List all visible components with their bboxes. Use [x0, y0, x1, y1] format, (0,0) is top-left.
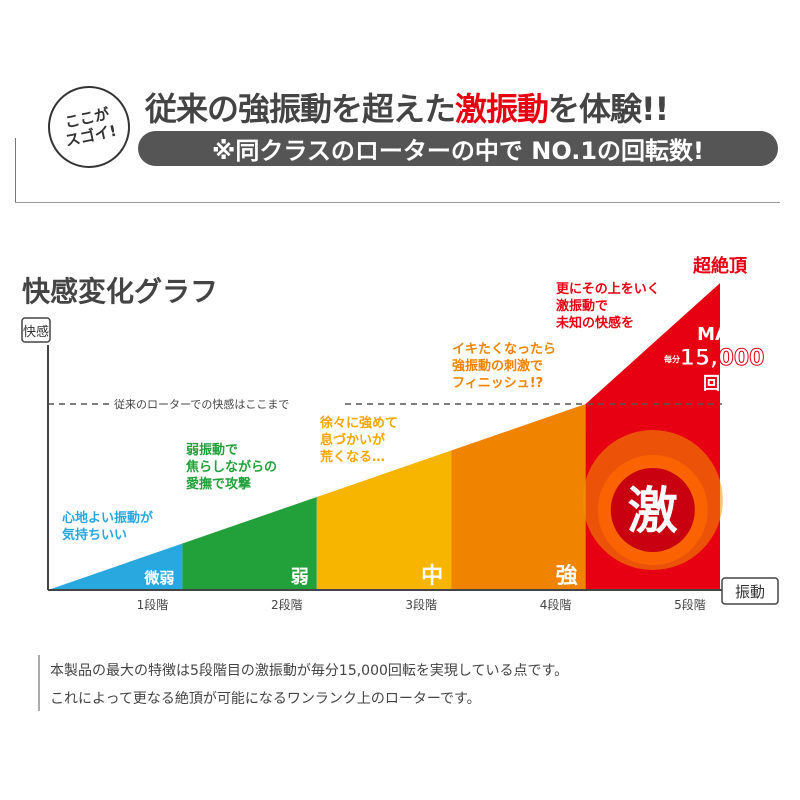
- annotation-text: 未知の快感を: [555, 315, 634, 331]
- frame-line: [15, 138, 16, 202]
- subline-text: ※同クラスのローターの中で NO.1の回転数!: [212, 137, 704, 165]
- y-axis-label-box: [21, 317, 51, 343]
- annotation-text: 弱振動で: [186, 442, 238, 458]
- stage-area-4: [451, 404, 586, 590]
- headline-highlight: 激振動: [455, 90, 549, 128]
- description-line: 本製品の最大の特徴は5段階目の激振動が毎分15,000回転を実現している点です。: [50, 663, 569, 679]
- x-tick-label: 5段階: [674, 597, 706, 612]
- stage-label: 中: [421, 564, 443, 589]
- annotation-text: 愛撫で攻撃: [186, 476, 251, 492]
- per-minute-label: 毎分: [664, 354, 680, 364]
- annotation-text: 強振動の刺激で: [452, 358, 543, 374]
- annotation-text: 激振動で: [556, 298, 608, 314]
- max-label: MAX: [697, 324, 743, 345]
- stage-area-3: [316, 450, 452, 590]
- x-tick-label: 2段階: [271, 597, 303, 612]
- annotation-text: フィニッシュ!?: [452, 376, 543, 391]
- annotation-text: 徐々に強めて: [319, 415, 398, 431]
- stage-emblem: [610, 468, 695, 552]
- stage-area-2: [182, 497, 317, 590]
- x-tick-label: 3段階: [405, 597, 437, 612]
- description-line: これによって更なる絶頂が可能になるワンランク上のローターです。: [50, 691, 481, 707]
- annotation-text: 息づかいが: [320, 432, 385, 448]
- stage-label: 弱: [291, 567, 309, 588]
- annotation-text: 心地よい振動が: [62, 510, 153, 526]
- annotation-text: 荒くなる…: [319, 449, 385, 465]
- rpm-value: 15,000: [680, 346, 765, 371]
- x-axis-label: 振動: [735, 583, 765, 601]
- stage-area-1: [48, 543, 183, 590]
- annotation-text: 更にその上をいく: [556, 282, 660, 297]
- annotation-text: イキたくなったら: [452, 342, 556, 357]
- x-tick-label: 4段階: [540, 597, 572, 612]
- annotation-text: 焦らしながらの: [185, 459, 277, 475]
- chart-title: 快感変化グラフ: [22, 275, 219, 308]
- y-axis-label: 快感: [23, 324, 49, 340]
- stage-label: 微弱: [143, 569, 174, 587]
- reference-line-label: 従来のローターでの快感はここまで: [114, 398, 289, 411]
- subline-banner: ※同クラスのローターの中で NO.1の回転数!: [138, 131, 778, 166]
- headline: 従来の強振動を超えた激振動を体験!!: [145, 84, 669, 130]
- stage-label: 強: [556, 563, 578, 589]
- headline-post: を体験!!: [548, 90, 669, 128]
- x-axis-label-box: [721, 577, 779, 605]
- x-tick-label: 1段階: [137, 597, 169, 612]
- headline-pre: 従来の強振動を超えた: [145, 90, 456, 128]
- frame-line: [15, 202, 780, 203]
- peak-label: 超絶頂: [693, 255, 748, 277]
- rpm-unit: 回転: [703, 373, 737, 394]
- annotation-text: 気持ちいい: [62, 527, 127, 543]
- description-bar: [38, 655, 40, 711]
- stage-label: 激: [628, 482, 678, 540]
